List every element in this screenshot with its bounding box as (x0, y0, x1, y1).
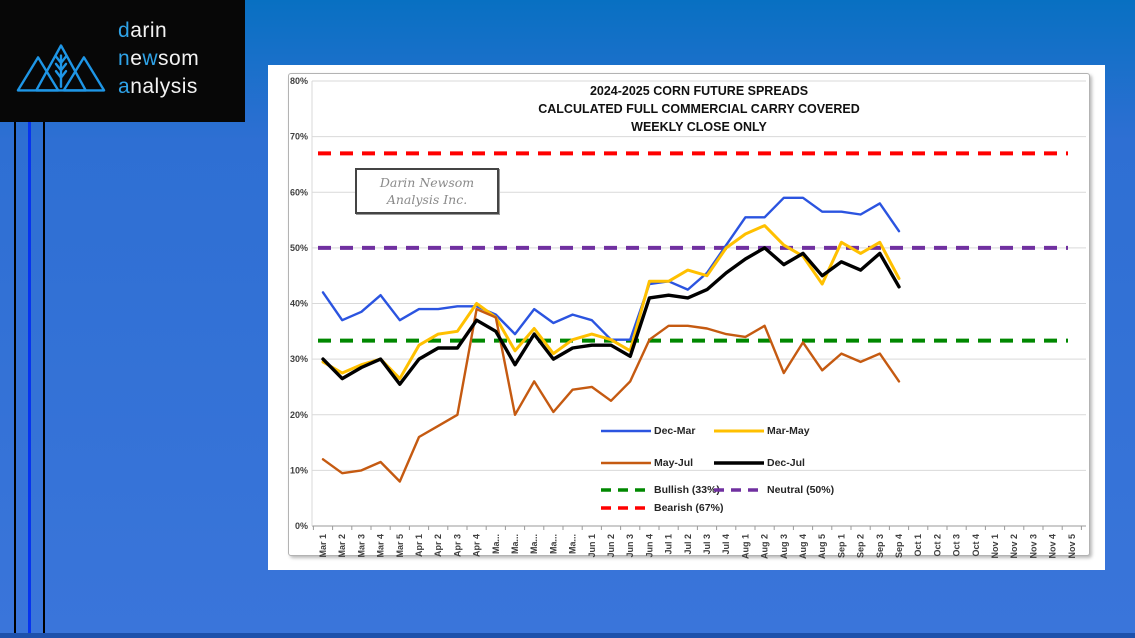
x-axis-label: Nov 3 (1028, 534, 1038, 559)
corn-spreads-chart: 0% 10% 20% 30% 40% 50% 60% 70% 80% Mar 1 Mar 2 Mar … (290, 76, 1086, 559)
logo-word-analysis: analysis (118, 75, 198, 98)
x-axis-label: Aug 5 (817, 534, 827, 559)
y-axis-label: 60% (290, 187, 308, 197)
y-axis-label: 20% (290, 410, 308, 420)
x-axis-label: Jun 4 (644, 534, 654, 558)
x-axis-label: Sep 1 (836, 534, 846, 558)
x-axis-label: Aug 3 (779, 534, 789, 559)
x-axis-label: Sep 3 (875, 534, 885, 558)
mountains-wheat-icon (16, 44, 106, 92)
watermark-line1: Darin Newsom (379, 175, 475, 190)
logo-word-darin: darin (118, 19, 168, 42)
logo-wordmark: darin newsom analysis (118, 17, 199, 101)
x-axis-label: Nov 2 (1009, 534, 1019, 559)
x-axis-label: Oct 4 (971, 534, 981, 557)
x-axis-label: Aug 2 (760, 534, 770, 559)
x-axis-label: Mar 4 (376, 534, 386, 558)
x-axis-label: Nov 5 (1067, 534, 1077, 559)
x-axis-label: Ma... (529, 534, 539, 554)
x-axis-label: Oct 3 (952, 534, 962, 557)
x-axis-label: Mar 1 (318, 534, 328, 558)
series-line-may-jul (321, 307, 901, 483)
y-axis-label: 10% (290, 465, 308, 475)
left-vertical-line-black-2 (43, 122, 45, 638)
x-axis-label: Ma... (491, 534, 501, 554)
x-axis-label: Jun 3 (625, 534, 635, 558)
left-vertical-line-black-1 (14, 122, 16, 638)
x-axis-label: Jun 2 (606, 534, 616, 558)
x-axis-label: Apr 4 (472, 534, 482, 557)
x-axis-label: Apr 2 (433, 534, 443, 557)
x-axis-label: Ma... (548, 534, 558, 554)
x-axis-label: Oct 1 (913, 534, 923, 557)
chart-title: 2024-2025 CORN FUTURE SPREADS CALCULATED… (312, 82, 1086, 136)
left-vertical-line-blue (28, 122, 31, 638)
chart-title-line3: WEEKLY CLOSE ONLY (631, 120, 767, 134)
watermark-line2: Analysis Inc. (386, 192, 468, 207)
y-axis-label: 40% (290, 299, 308, 309)
x-axis-label: Jun 1 (587, 534, 597, 558)
x-axis-label: Apr 3 (452, 534, 462, 557)
x-axis-label: Sep 4 (894, 534, 904, 558)
x-axis-label: Aug 1 (740, 534, 750, 559)
chart-title-line2: CALCULATED FULL COMMERCIAL CARRY COVERED (538, 102, 860, 116)
x-axis-label: Jul 1 (664, 534, 674, 555)
y-axis-label: 30% (290, 354, 308, 364)
dna-logo: darin newsom analysis (0, 0, 245, 122)
x-axis-label: Apr 1 (414, 534, 424, 557)
x-axis-label: Mar 3 (356, 534, 366, 558)
y-axis-label: 70% (290, 132, 308, 142)
x-axis-label: Oct 2 (932, 534, 942, 557)
x-axis-label: Nov 4 (1048, 534, 1058, 559)
x-axis-label: Mar 5 (395, 534, 405, 558)
watermark-textbox: Darin Newsom Analysis Inc. (355, 168, 499, 214)
chart-panel: 0% 10% 20% 30% 40% 50% 60% 70% 80% Mar 1 Mar 2 Mar … (268, 65, 1105, 570)
series-line-dec-jul (321, 246, 901, 386)
x-axis-label: Ma... (510, 534, 520, 554)
bottom-accent-bar (0, 633, 1135, 638)
series-line-mar-may (321, 224, 901, 381)
x-axis-label: Ma... (568, 534, 578, 554)
x-axis-label: Sep 2 (856, 534, 866, 558)
x-axis-label: Jul 3 (702, 534, 712, 555)
logo-word-newsom: newsom (118, 47, 200, 70)
chart-title-line1: 2024-2025 CORN FUTURE SPREADS (589, 84, 809, 98)
x-axis-label: Jul 4 (721, 534, 731, 555)
x-axis-label: Nov 1 (990, 534, 1000, 559)
y-axis-label: 50% (290, 243, 308, 253)
x-axis-label: Jul 2 (683, 534, 693, 555)
y-axis-label: 0% (295, 521, 308, 531)
y-axis-label: 80% (290, 76, 308, 86)
x-axis-label: Aug 4 (798, 534, 808, 559)
x-axis-label: Mar 2 (337, 534, 347, 558)
